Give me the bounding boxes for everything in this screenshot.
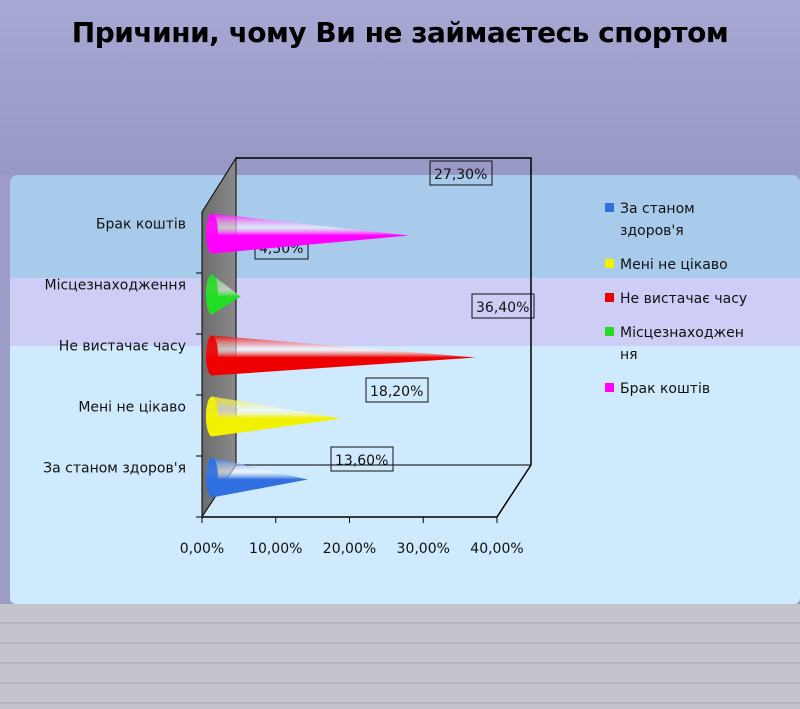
- data-label: 27,30%: [434, 167, 487, 183]
- bar-cone-base: [206, 396, 218, 437]
- data-label-box: [330, 446, 394, 472]
- background-bottom: [0, 604, 800, 709]
- x-tick-label: 10,00%: [249, 541, 302, 557]
- legend-label: Мені не цікаво: [620, 257, 728, 273]
- data-label: 18,20%: [370, 384, 423, 400]
- background-top: [0, 0, 800, 175]
- chart-title: Причини, чому Ви не займаєтесь спортом: [71, 16, 729, 49]
- legend-swatch: [605, 259, 614, 268]
- x-tick-label: 30,00%: [397, 541, 450, 557]
- bar-cone-base: [206, 274, 218, 315]
- bar-cone-base: [206, 335, 218, 376]
- category-label: Не вистачає часу: [59, 339, 186, 355]
- data-label-box: [471, 293, 535, 319]
- legend-swatch: [605, 327, 614, 336]
- data-label-box: [429, 160, 493, 186]
- bar-cone: [206, 213, 409, 254]
- background-band-blue: [10, 175, 800, 278]
- legend-swatch: [605, 383, 614, 392]
- legend-swatch: [605, 203, 614, 212]
- category-label: За станом здоров'я: [43, 461, 186, 477]
- data-label: 13,60%: [335, 453, 388, 469]
- bar-cone: [206, 396, 342, 437]
- bar-cone: [206, 457, 308, 498]
- legend-label: За станом: [620, 201, 695, 217]
- legend-swatch: [605, 293, 614, 302]
- bar-cone-base: [206, 213, 218, 254]
- legend-label: ня: [620, 347, 638, 363]
- x-tick-label: 40,00%: [470, 541, 523, 557]
- background-band-light: [10, 346, 800, 604]
- x-tick-label: 20,00%: [323, 541, 376, 557]
- legend-label: здоров'я: [620, 223, 684, 239]
- plot-floor-right-line: [496, 464, 532, 518]
- legend-label: Брак коштів: [620, 381, 710, 397]
- category-label: Мені не цікаво: [78, 400, 186, 416]
- data-label: 36,40%: [476, 300, 529, 316]
- data-label-box: [365, 377, 429, 403]
- bar-cone-base: [206, 457, 218, 498]
- legend-label: Місцезнаходжен: [620, 325, 744, 341]
- category-label: Місцезнаходження: [45, 278, 186, 294]
- category-label: Брак коштів: [96, 217, 186, 233]
- background-band-lavender: [10, 278, 800, 346]
- legend-label: Не вистачає часу: [620, 291, 747, 307]
- x-tick-label: 0,00%: [180, 541, 224, 557]
- bar-cone: [206, 335, 476, 376]
- plot-back-frame: [236, 157, 532, 465]
